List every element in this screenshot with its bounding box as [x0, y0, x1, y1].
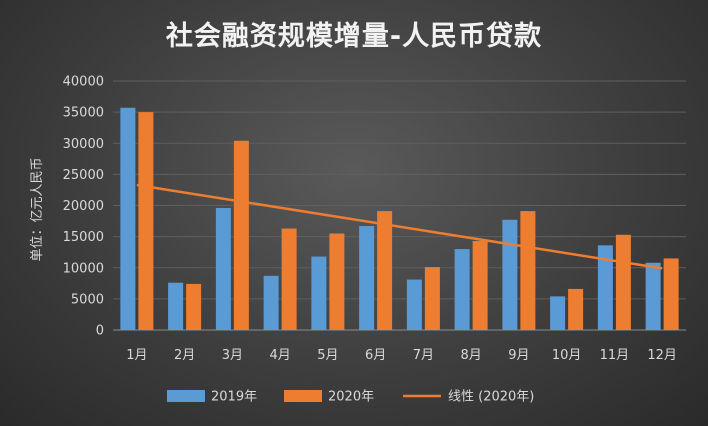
x-tick-label: 12月: [647, 348, 677, 363]
y-tick-label: 25000: [63, 168, 104, 183]
y-tick-label: 5000: [71, 292, 104, 307]
x-tick-label: 8月: [460, 348, 481, 363]
bar-2019: [263, 275, 279, 330]
bar-2020: [281, 228, 297, 330]
bar-2020: [233, 140, 249, 330]
bar-2020: [138, 112, 154, 330]
y-tick-label: 40000: [63, 75, 104, 90]
bar-2019: [359, 226, 375, 330]
y-tick-label: 20000: [63, 199, 104, 214]
x-tick-label: 2月: [174, 348, 195, 363]
y-tick-label: 15000: [63, 230, 104, 245]
bar-2019: [120, 107, 136, 330]
x-tick-label: 9月: [508, 348, 529, 363]
bar-2019: [406, 279, 422, 330]
legend-label: 2020年: [328, 390, 374, 405]
y-tick-label: 0: [96, 324, 104, 339]
bar-2020: [377, 211, 393, 330]
y-tick-label: 30000: [63, 137, 104, 152]
x-tick-label: 7月: [413, 348, 434, 363]
bar-2020: [568, 288, 584, 330]
x-tick-label: 3月: [222, 348, 243, 363]
chart-title: 社会融资规模增量-人民币贷款: [165, 21, 543, 52]
bar-2020: [424, 267, 440, 330]
x-tick-label: 1月: [126, 348, 147, 363]
x-tick-label: 4月: [269, 348, 290, 363]
bar-2020: [186, 283, 202, 330]
bar-2019: [454, 249, 470, 330]
bar-2019: [502, 219, 518, 330]
x-tick-label: 10月: [552, 348, 582, 363]
bar-2019: [645, 262, 661, 330]
trendline-2020: [136, 183, 663, 270]
bar-2019: [311, 256, 327, 330]
bar-2020: [663, 258, 679, 330]
y-tick-label: 35000: [63, 106, 104, 121]
bar-2020: [615, 234, 631, 330]
bar-2019: [550, 296, 566, 330]
y-axis-label: 单位：亿元人民币: [30, 157, 45, 261]
bar-2019: [168, 282, 184, 330]
legend-swatch-2019: [167, 390, 205, 402]
legend-label: 2019年: [211, 390, 257, 405]
bar-2020: [472, 240, 488, 330]
bar-2020: [520, 211, 536, 330]
bar-2019: [597, 245, 613, 330]
x-tick-label: 5月: [317, 348, 338, 363]
legend-label: 线性 (2020年): [448, 390, 534, 405]
x-tick-label: 11月: [600, 348, 630, 363]
bar-2020: [329, 233, 345, 330]
bar-2019: [215, 207, 231, 330]
y-tick-label: 10000: [63, 261, 104, 276]
legend-swatch-2020: [284, 390, 322, 402]
x-tick-label: 6月: [365, 348, 386, 363]
